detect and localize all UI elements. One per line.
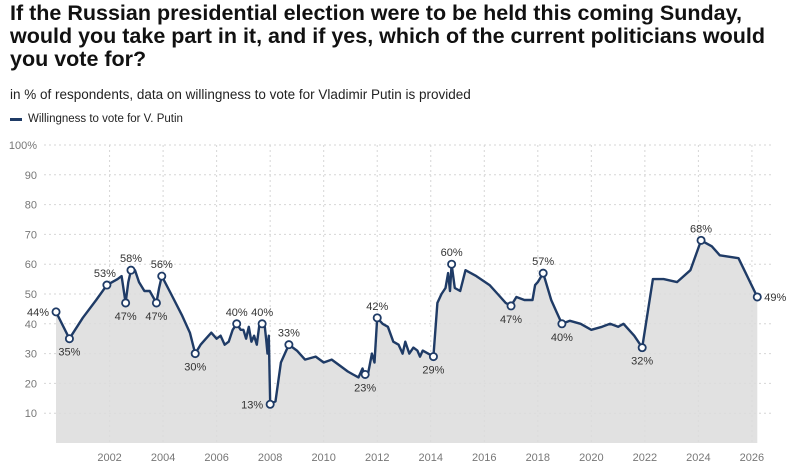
x-tick-label: 2016 bbox=[472, 452, 496, 464]
chart-legend: Willingness to vote for V. Putin bbox=[10, 113, 183, 125]
x-tick-label: 2012 bbox=[365, 452, 389, 464]
data-point bbox=[447, 259, 457, 269]
data-label: 56% bbox=[151, 259, 173, 271]
y-tick-label: 10 bbox=[25, 408, 37, 420]
x-tick-label: 2022 bbox=[633, 452, 657, 464]
data-label: 60% bbox=[441, 247, 463, 259]
x-tick-label: 2014 bbox=[419, 452, 443, 464]
data-label: 33% bbox=[278, 328, 300, 340]
data-point bbox=[190, 349, 200, 359]
data-label: 44% bbox=[27, 307, 49, 319]
y-tick-label: 70 bbox=[25, 229, 37, 241]
data-label: 47% bbox=[145, 311, 167, 323]
data-point bbox=[51, 307, 61, 317]
data-point bbox=[284, 340, 294, 350]
y-tick-label: 50 bbox=[25, 289, 37, 301]
series-area bbox=[56, 240, 758, 443]
data-label: 49% bbox=[764, 292, 786, 304]
x-tick-label: 2008 bbox=[258, 452, 282, 464]
y-tick-label: 60 bbox=[25, 259, 37, 271]
data-label: 68% bbox=[690, 223, 712, 235]
data-label: 42% bbox=[366, 301, 388, 313]
data-label: 40% bbox=[226, 307, 248, 319]
data-label: 13% bbox=[241, 399, 263, 411]
data-point bbox=[157, 271, 167, 281]
data-point bbox=[752, 292, 762, 302]
x-tick-label: 2026 bbox=[740, 452, 764, 464]
data-point bbox=[637, 343, 647, 353]
data-label: 47% bbox=[500, 314, 522, 326]
data-point bbox=[121, 298, 131, 308]
data-point bbox=[151, 298, 161, 308]
data-label: 23% bbox=[354, 382, 376, 394]
data-label: 29% bbox=[422, 365, 444, 377]
y-tick-label: 100% bbox=[9, 140, 37, 152]
x-tick-label: 2024 bbox=[686, 452, 710, 464]
y-tick-label: 80 bbox=[25, 200, 37, 212]
data-label: 57% bbox=[532, 256, 554, 268]
data-label: 40% bbox=[251, 307, 273, 319]
data-point bbox=[126, 265, 136, 275]
data-point bbox=[557, 319, 567, 329]
y-tick-label: 20 bbox=[25, 378, 37, 390]
y-tick-label: 30 bbox=[25, 349, 37, 361]
data-point bbox=[372, 313, 382, 323]
data-label: 30% bbox=[184, 362, 206, 374]
data-point bbox=[506, 301, 516, 311]
data-label: 58% bbox=[120, 253, 142, 265]
data-point bbox=[102, 280, 112, 290]
x-tick-label: 2002 bbox=[97, 452, 121, 464]
data-label: 35% bbox=[58, 347, 80, 359]
x-tick-label: 2006 bbox=[204, 452, 228, 464]
legend-swatch bbox=[10, 117, 22, 121]
data-point bbox=[428, 352, 438, 362]
data-label: 40% bbox=[551, 332, 573, 344]
data-label: 53% bbox=[94, 268, 116, 280]
y-tick-label: 90 bbox=[25, 170, 37, 182]
data-point bbox=[360, 369, 370, 379]
x-tick-label: 2004 bbox=[151, 452, 175, 464]
y-tick-label: 40 bbox=[25, 319, 37, 331]
chart-title: If the Russian presidential election wer… bbox=[10, 1, 765, 71]
data-point bbox=[257, 319, 267, 329]
data-label: 47% bbox=[115, 311, 137, 323]
data-point bbox=[538, 268, 548, 278]
chart-subtitle: in % of respondents, data on willingness… bbox=[10, 87, 471, 102]
x-tick-label: 2020 bbox=[579, 452, 603, 464]
data-point bbox=[265, 399, 275, 409]
data-label: 32% bbox=[631, 356, 653, 368]
data-point bbox=[232, 319, 242, 329]
legend-label: Willingness to vote for V. Putin bbox=[28, 113, 183, 125]
x-tick-label: 2010 bbox=[311, 452, 335, 464]
data-point bbox=[64, 334, 74, 344]
x-tick-label: 2018 bbox=[526, 452, 550, 464]
data-point bbox=[696, 235, 706, 245]
